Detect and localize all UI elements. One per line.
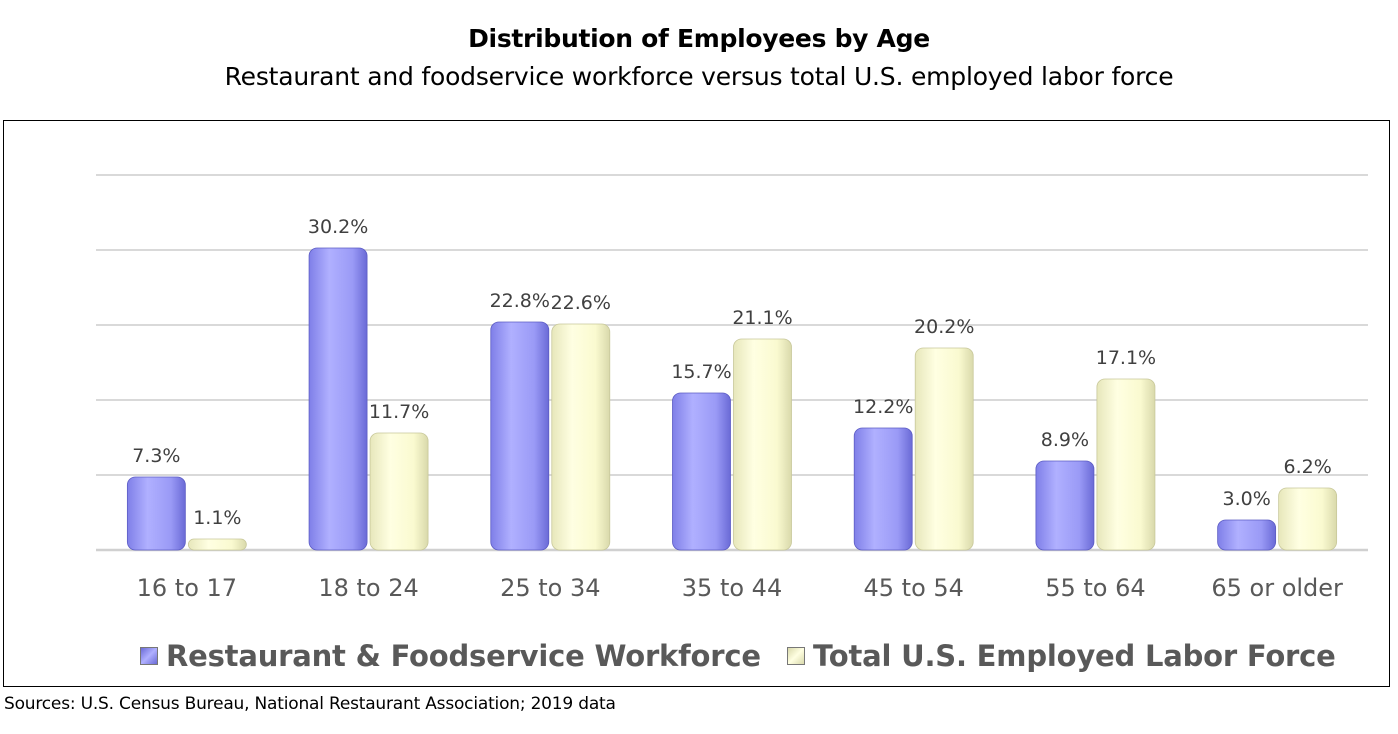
bar-restaurant: [490, 321, 550, 551]
chart-frame: [3, 120, 1390, 687]
chart-title: Distribution of Employees by Age: [468, 24, 930, 53]
legend-swatch-restaurant: [140, 647, 158, 665]
x-tick-label: 18 to 24: [318, 574, 418, 602]
bar-total-us: [551, 323, 611, 551]
source-note: Sources: U.S. Census Bureau, National Re…: [4, 694, 616, 714]
data-label-total-us: 1.1%: [193, 507, 241, 529]
bar-total-us: [369, 432, 429, 551]
bar-total-us: [1278, 487, 1338, 551]
bar-total-us: [187, 538, 247, 551]
data-label-restaurant: 8.9%: [1041, 429, 1089, 451]
legend-label-restaurant: Restaurant & Foodservice Workforce: [166, 639, 761, 673]
bar-restaurant: [308, 247, 368, 551]
bar-restaurant: [1035, 460, 1095, 551]
bar-total-us: [733, 338, 792, 551]
data-label-restaurant: 22.8%: [490, 290, 550, 312]
data-label-total-us: 21.1%: [732, 307, 792, 329]
x-tick-label: 45 to 54: [863, 574, 963, 602]
x-tick-label: 25 to 34: [500, 574, 600, 602]
x-tick-label: 65 or older: [1211, 574, 1343, 602]
legend-label-total-us: Total U.S. Employed Labor Force: [813, 639, 1336, 673]
legend-swatch-total-us: [787, 647, 805, 665]
data-label-total-us: 17.1%: [1096, 347, 1156, 369]
x-tick-label: 35 to 44: [682, 574, 782, 602]
data-label-restaurant: 12.2%: [853, 396, 913, 418]
data-label-total-us: 20.2%: [914, 316, 974, 338]
bar-restaurant: [853, 427, 913, 551]
bar-restaurant: [1217, 519, 1277, 551]
x-tick-label: 16 to 17: [137, 574, 237, 602]
bar-restaurant: [672, 392, 731, 551]
data-label-restaurant: 3.0%: [1223, 488, 1271, 510]
chart-subtitle: Restaurant and foodservice workforce ver…: [224, 62, 1174, 91]
data-label-restaurant: 15.7%: [671, 361, 731, 383]
legend-item-total-us: Total U.S. Employed Labor Force: [787, 636, 1336, 676]
bar-total-us: [914, 347, 974, 551]
bar-total-us: [1096, 378, 1156, 551]
data-label-restaurant: 30.2%: [308, 216, 368, 238]
bar-restaurant: [126, 476, 186, 551]
data-label-restaurant: 7.3%: [132, 445, 180, 467]
data-label-total-us: 22.6%: [551, 292, 611, 314]
legend-item-restaurant: Restaurant & Foodservice Workforce: [140, 636, 761, 676]
data-label-total-us: 6.2%: [1284, 456, 1332, 478]
x-tick-label: 55 to 64: [1045, 574, 1145, 602]
data-label-total-us: 11.7%: [369, 401, 429, 423]
